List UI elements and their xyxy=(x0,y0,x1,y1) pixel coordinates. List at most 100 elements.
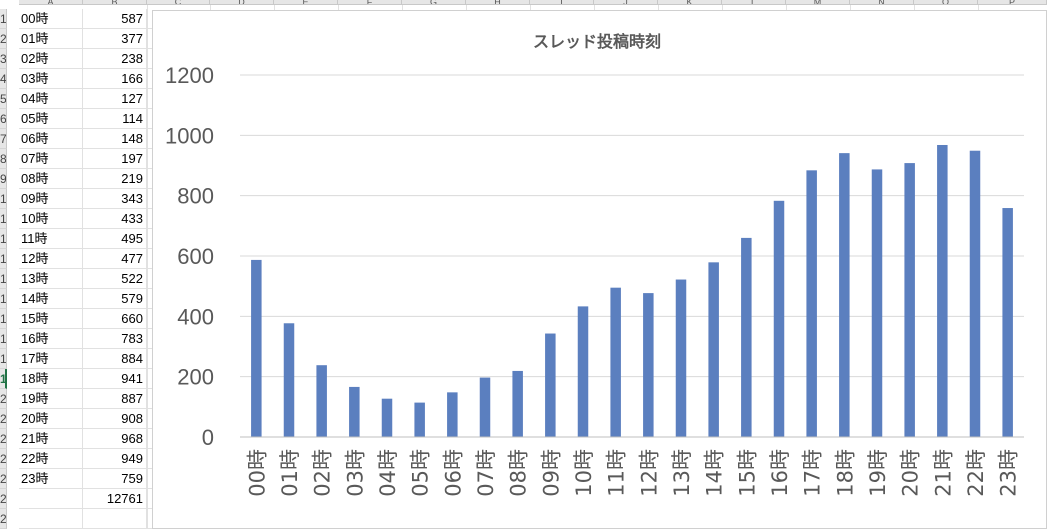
row-number[interactable]: 25 xyxy=(0,489,7,509)
row-number[interactable]: 15 xyxy=(0,289,7,309)
row-number[interactable]: 11 xyxy=(0,209,7,229)
cell-hour-label[interactable] xyxy=(19,509,83,529)
bar[interactable] xyxy=(512,370,523,437)
cell-hour-label[interactable]: 19時 xyxy=(19,389,83,409)
bar[interactable] xyxy=(283,323,295,437)
column-header[interactable]: O xyxy=(914,0,978,5)
cell-hour-label[interactable]: 21時 xyxy=(19,429,83,449)
cell-count[interactable] xyxy=(83,509,147,529)
bar[interactable] xyxy=(643,293,654,437)
cell-hour-label[interactable]: 00時 xyxy=(19,9,83,29)
bar[interactable] xyxy=(773,200,785,437)
column-header[interactable]: P xyxy=(978,0,1047,5)
row-number[interactable]: 13 xyxy=(0,249,7,269)
cell-hour-label[interactable]: 23時 xyxy=(19,469,83,489)
column-header[interactable]: H xyxy=(466,0,530,5)
column-header[interactable]: F xyxy=(338,0,402,5)
column-header[interactable]: N xyxy=(850,0,914,5)
cell-count[interactable]: 433 xyxy=(83,209,147,229)
cell-hour-label[interactable]: 15時 xyxy=(19,309,83,329)
cell-hour-label[interactable] xyxy=(19,489,83,509)
cell-count[interactable]: 343 xyxy=(83,189,147,209)
row-number[interactable]: 22 xyxy=(0,429,7,449)
row-number[interactable]: 10 xyxy=(0,189,7,209)
cell-count[interactable]: 941 xyxy=(83,369,147,389)
row-number[interactable]: 24 xyxy=(0,469,7,489)
cell-count[interactable]: 238 xyxy=(83,49,147,69)
cell-hour-label[interactable]: 12時 xyxy=(19,249,83,269)
row-number[interactable]: 12 xyxy=(0,229,7,249)
row-number[interactable]: 16 xyxy=(0,309,7,329)
row-number[interactable]: 21 xyxy=(0,409,7,429)
cell-count[interactable]: 12761 xyxy=(83,489,147,509)
cell-count[interactable]: 477 xyxy=(83,249,147,269)
bar[interactable] xyxy=(381,398,393,437)
cell-count[interactable]: 166 xyxy=(83,69,147,89)
row-number[interactable]: 8 xyxy=(0,149,7,169)
bar[interactable] xyxy=(969,150,981,437)
cell-count[interactable]: 495 xyxy=(83,229,147,249)
column-header[interactable]: C xyxy=(147,0,210,5)
row-number[interactable]: 26 xyxy=(0,509,7,529)
cell-count[interactable]: 114 xyxy=(83,109,147,129)
row-number[interactable]: 5 xyxy=(0,89,7,109)
cell-hour-label[interactable]: 01時 xyxy=(19,29,83,49)
row-number[interactable]: 4 xyxy=(0,69,7,89)
row-number[interactable]: 1 xyxy=(0,9,7,29)
bar[interactable] xyxy=(871,169,883,438)
bar[interactable] xyxy=(545,333,556,437)
cell-count[interactable]: 587 xyxy=(83,9,147,29)
bar[interactable] xyxy=(839,153,850,437)
cell-count[interactable]: 377 xyxy=(83,29,147,49)
cell-hour-label[interactable]: 06時 xyxy=(19,129,83,149)
cell-count[interactable]: 219 xyxy=(83,169,147,189)
cell-count[interactable]: 968 xyxy=(83,429,147,449)
bar[interactable] xyxy=(937,144,948,438)
cell-hour-label[interactable]: 05時 xyxy=(19,109,83,129)
column-header[interactable]: A xyxy=(19,0,83,5)
cell-hour-label[interactable]: 03時 xyxy=(19,69,83,89)
cell-count[interactable]: 522 xyxy=(83,269,147,289)
cell-count[interactable]: 148 xyxy=(83,129,147,149)
bar[interactable] xyxy=(741,237,752,437)
bar[interactable] xyxy=(1002,208,1013,437)
cell-hour-label[interactable]: 20時 xyxy=(19,409,83,429)
bar[interactable] xyxy=(479,377,491,437)
row-number[interactable]: 17 xyxy=(0,329,7,349)
row-number[interactable]: 2 xyxy=(0,29,7,49)
cell-hour-label[interactable]: 11時 xyxy=(19,229,83,249)
column-header[interactable]: D xyxy=(210,0,274,5)
cell-hour-label[interactable]: 08時 xyxy=(19,169,83,189)
column-header[interactable]: L xyxy=(722,0,786,5)
column-header[interactable]: J xyxy=(594,0,658,5)
column-header[interactable]: M xyxy=(786,0,850,5)
row-number[interactable]: 23 xyxy=(0,449,7,469)
bar[interactable] xyxy=(447,392,458,437)
cell-hour-label[interactable]: 04時 xyxy=(19,89,83,109)
cell-count[interactable]: 759 xyxy=(83,469,147,489)
chart-area[interactable] xyxy=(152,10,1047,529)
cell-hour-label[interactable]: 16時 xyxy=(19,329,83,349)
bar[interactable] xyxy=(708,262,719,437)
bar[interactable] xyxy=(610,287,621,437)
cell-count[interactable]: 949 xyxy=(83,449,147,469)
row-number[interactable]: 9 xyxy=(0,169,7,189)
cell-hour-label[interactable]: 09時 xyxy=(19,189,83,209)
bar-chart[interactable]: スレッド投稿時刻 0 200 400 600 800 1000 1200 00時 01時 02時… xyxy=(152,10,1047,529)
bar[interactable] xyxy=(414,402,425,437)
cell-hour-label[interactable]: 17時 xyxy=(19,349,83,369)
cell-hour-label[interactable]: 02時 xyxy=(19,49,83,69)
cell-hour-label[interactable]: 22時 xyxy=(19,449,83,469)
row-number[interactable]: 7 xyxy=(0,129,7,149)
bar[interactable] xyxy=(806,170,817,437)
cell-hour-label[interactable]: 13時 xyxy=(19,269,83,289)
cell-count[interactable]: 783 xyxy=(83,329,147,349)
cell-count[interactable]: 579 xyxy=(83,289,147,309)
bar[interactable] xyxy=(316,365,327,437)
bar[interactable] xyxy=(251,259,262,437)
cell-count[interactable]: 660 xyxy=(83,309,147,329)
column-header[interactable]: I xyxy=(530,0,594,5)
bar[interactable] xyxy=(577,306,589,437)
cell-hour-label[interactable]: 10時 xyxy=(19,209,83,229)
bar[interactable] xyxy=(349,386,360,437)
